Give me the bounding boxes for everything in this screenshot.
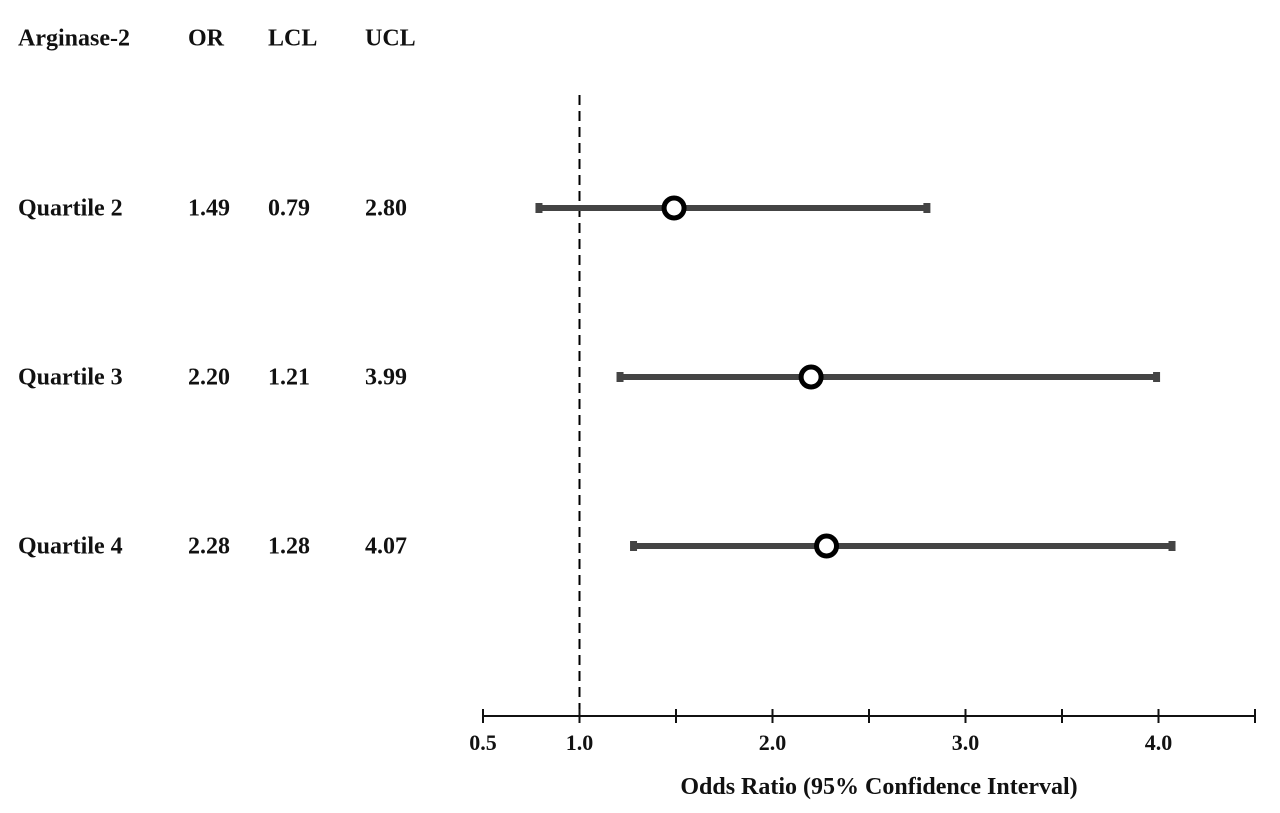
ci-upper-cap [1168,541,1176,551]
header-lcl: LCL [268,26,317,52]
row-label: Quartile 4 [18,534,123,560]
row-or-value: 1.49 [188,196,230,222]
odds-ratio-marker [661,195,687,221]
table-header: Arginase-2 OR LCL UCL [18,26,416,52]
row-or-value: 2.20 [188,365,230,391]
row-label: Quartile 2 [18,196,123,222]
row-lcl-value: 1.21 [268,365,310,391]
row-or-value: 2.28 [188,534,230,560]
row-ucl-value: 3.99 [365,365,407,391]
header-or: OR [188,26,225,52]
row-lcl-value: 1.28 [268,534,310,560]
table-rows: Quartile 2 1.49 0.79 2.80 Quartile 3 2.20 1.21… [18,196,407,560]
x-axis: 0.5 1.0 2.0 3.0 4.0 [469,709,1256,755]
x-tick-label: 0.5 [469,730,497,755]
x-axis-title: Odds Ratio (95% Confidence Interval) [680,774,1077,800]
x-tick-label: 1.0 [566,730,594,755]
header-group-label: Arginase-2 [18,26,130,52]
x-tick-label: 3.0 [952,730,980,755]
ci-upper-cap [923,203,931,213]
ci-lower-cap [616,372,624,382]
x-tick-label: 2.0 [759,730,787,755]
row-lcl-value: 0.79 [268,196,310,222]
row-label: Quartile 3 [18,365,123,391]
row-ucl-value: 2.80 [365,196,407,222]
ci-lower-cap [630,541,638,551]
ci-upper-cap [1153,372,1161,382]
header-ucl: UCL [365,26,416,52]
x-tick-label: 4.0 [1145,730,1173,755]
confidence-intervals [535,195,1176,559]
ci-lower-cap [535,203,543,213]
odds-ratio-marker [814,533,840,559]
row-ucl-value: 4.07 [365,534,407,560]
odds-ratio-marker [798,364,824,390]
